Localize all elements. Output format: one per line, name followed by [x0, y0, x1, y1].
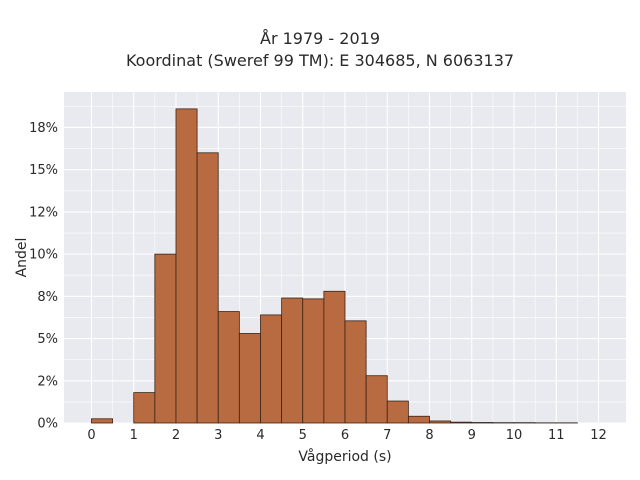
histogram-bar: [196, 152, 219, 424]
histogram-bar: [344, 320, 367, 424]
x-axis-ticks: 0 1 2 3 4 5 6 7 8 9 10 11 12: [87, 428, 606, 443]
histogram-bar: [91, 418, 113, 424]
x-tick-label: 0: [87, 428, 95, 443]
x-tick-label: 12: [590, 428, 607, 443]
y-tick-label: 8%: [37, 290, 58, 305]
histogram-bar: [260, 314, 283, 424]
x-tick-label: 1: [130, 428, 138, 443]
histogram-bar: [154, 253, 177, 424]
x-tick-label: 10: [506, 428, 523, 443]
x-tick-label: 9: [468, 428, 476, 443]
histogram-bar: [386, 400, 409, 424]
x-tick-label: 11: [548, 428, 565, 443]
histogram-bar: [450, 421, 473, 424]
y-axis-ticks: 0% 2% 5% 8% 10% 12% 15% 18%: [29, 121, 58, 432]
y-tick-label: 12%: [29, 205, 58, 220]
x-tick-label: 5: [299, 428, 307, 443]
chart-title-line-2: Koordinat (Sweref 99 TM): E 304685, N 60…: [125, 51, 515, 70]
x-tick-label: 2: [172, 428, 180, 443]
y-tick-label: 15%: [29, 163, 58, 178]
y-tick-label: 2%: [37, 374, 58, 389]
x-tick-label: 8: [425, 428, 433, 443]
y-tick-label: 18%: [29, 121, 58, 136]
histogram-bar: [238, 333, 261, 424]
histogram-bar: [429, 420, 452, 424]
histogram-bar: [471, 422, 494, 424]
bars: [91, 108, 578, 424]
y-tick-label: 0%: [37, 417, 58, 432]
histogram-bar: [175, 108, 198, 424]
y-tick-label: 10%: [29, 248, 58, 263]
y-tick-label: 5%: [37, 332, 58, 347]
histogram-bar: [323, 290, 346, 424]
chart-title-line-1: År 1979 - 2019: [260, 29, 380, 48]
x-tick-label: 6: [341, 428, 349, 443]
x-tick-label: 4: [256, 428, 264, 443]
histogram-bar: [407, 415, 430, 424]
histogram-bar: [302, 298, 325, 424]
x-tick-label: 3: [214, 428, 222, 443]
x-tick-label: 7: [383, 428, 391, 443]
histogram-bar: [133, 392, 156, 424]
y-axis-label: Andel: [14, 238, 30, 278]
histogram-bar: [281, 297, 304, 424]
histogram-bar: [365, 375, 388, 424]
x-axis-label: Vågperiod (s): [298, 448, 391, 465]
histogram-bar: [217, 311, 240, 424]
